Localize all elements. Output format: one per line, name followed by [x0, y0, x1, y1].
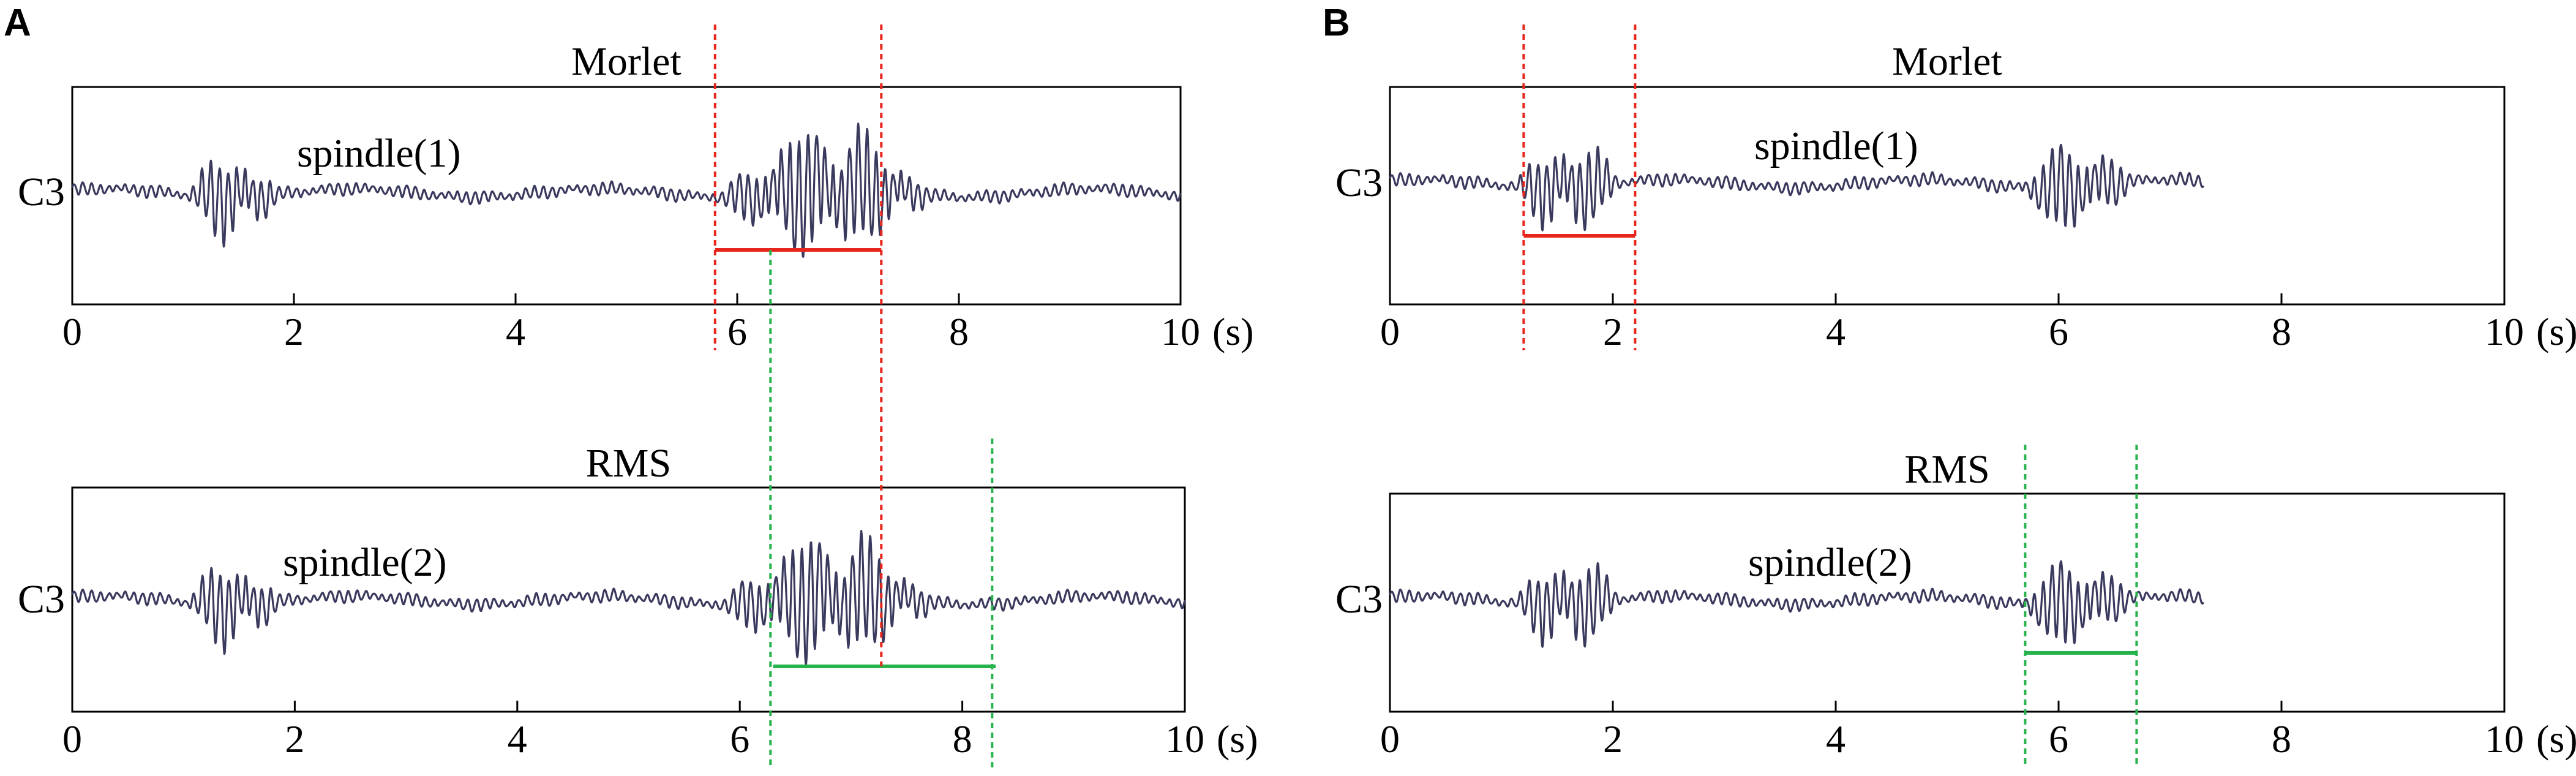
panel-1-guides: [1522, 24, 2138, 768]
x-tick-label: 2: [1603, 717, 1623, 761]
x-tick-label: 8: [2272, 310, 2291, 353]
x-tick-label: 4: [508, 717, 527, 761]
spindle-guides-layer: [713, 24, 2138, 768]
x-tick-label: 2: [285, 717, 304, 761]
spindle-annotation: spindle(1): [1754, 124, 1918, 168]
panel-letter-b: B: [1323, 2, 1350, 44]
x-tick-label: 0: [62, 310, 82, 353]
x-tick-label: 6: [2049, 717, 2068, 761]
eeg-trace: [71, 530, 1186, 665]
channel-label: C3: [18, 577, 65, 622]
x-unit-label: (s): [1212, 310, 1254, 353]
eeg-trace: [71, 122, 1182, 258]
panel-1-chart-0: Morlet C3 spindle(1) 0 2 4 6 8 10 (s): [1335, 39, 2576, 353]
eeg-trace: [1389, 560, 2205, 648]
x-tick-label: 8: [2272, 717, 2291, 761]
x-tick-label: 10: [1161, 310, 1200, 353]
channel-label: C3: [1335, 577, 1383, 622]
plot-frame: [71, 486, 1186, 713]
panel-1-chart-1: RMS C3 spindle(2) 0 2 4 6 8 10 (s): [1335, 447, 2576, 761]
x-tick-label: 4: [1826, 717, 1846, 761]
plot-frame: [1389, 86, 2506, 306]
chart-title: RMS: [1904, 447, 1989, 492]
charts-layer: Morlet C3 spindle(1) 0 2 4 6 8 10 (s) RMS C3 spindle…: [18, 39, 2576, 761]
plot-frame: [1389, 492, 2506, 713]
x-unit-label: (s): [1217, 717, 1258, 761]
channel-label: C3: [18, 170, 65, 214]
x-tick-label: 4: [1826, 310, 1846, 353]
chart-title: RMS: [586, 441, 671, 486]
panel-0-chart-1: RMS C3 spindle(2) 0 2 4 6 8 10 (s): [18, 441, 1258, 761]
x-tick-label: 0: [62, 717, 82, 761]
x-tick-label: 4: [506, 310, 525, 353]
x-tick-label: 6: [2049, 310, 2068, 353]
panel-letter-a: A: [4, 2, 31, 44]
x-tick-label: 6: [727, 310, 747, 353]
x-tick-label: 2: [1603, 310, 1623, 353]
spindle-annotation: spindle(1): [297, 131, 461, 176]
x-tick-label: 2: [284, 310, 304, 353]
x-tick-label: 0: [1380, 717, 1400, 761]
x-tick-label: 10: [1165, 717, 1204, 761]
x-tick-label: 8: [949, 310, 969, 353]
x-tick-label: 0: [1380, 310, 1400, 353]
x-tick-label: 6: [730, 717, 749, 761]
x-tick-label: 10: [2485, 717, 2524, 761]
spindle-annotation: spindle(2): [1748, 540, 1912, 585]
panel-0-guides: [713, 24, 994, 768]
x-unit-label: (s): [2536, 310, 2576, 353]
eeg-trace: [1389, 143, 2205, 232]
panel-0-chart-0: Morlet C3 spindle(1) 0 2 4 6 8 10 (s): [18, 39, 1254, 353]
spindle-annotation: spindle(2): [283, 540, 447, 585]
chart-title: Morlet: [571, 39, 682, 84]
x-tick-label: 8: [953, 717, 972, 761]
x-unit-label: (s): [2536, 717, 2576, 761]
chart-title: Morlet: [1892, 39, 2002, 84]
channel-label: C3: [1335, 160, 1383, 205]
x-tick-label: 10: [2485, 310, 2524, 353]
